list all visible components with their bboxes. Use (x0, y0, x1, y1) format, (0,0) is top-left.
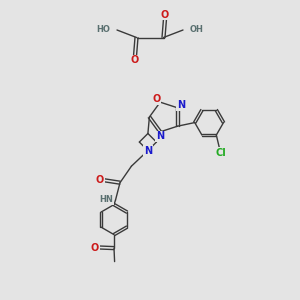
Text: O: O (95, 175, 104, 185)
Text: O: O (161, 10, 169, 20)
Text: HO: HO (97, 25, 110, 34)
Text: HN: HN (100, 195, 113, 204)
Text: N: N (177, 100, 185, 110)
Text: O: O (91, 242, 99, 253)
Text: O: O (152, 94, 161, 104)
Text: OH: OH (190, 25, 203, 34)
Text: N: N (144, 146, 152, 156)
Text: O: O (131, 55, 139, 65)
Text: Cl: Cl (215, 148, 226, 158)
Text: N: N (156, 131, 164, 141)
